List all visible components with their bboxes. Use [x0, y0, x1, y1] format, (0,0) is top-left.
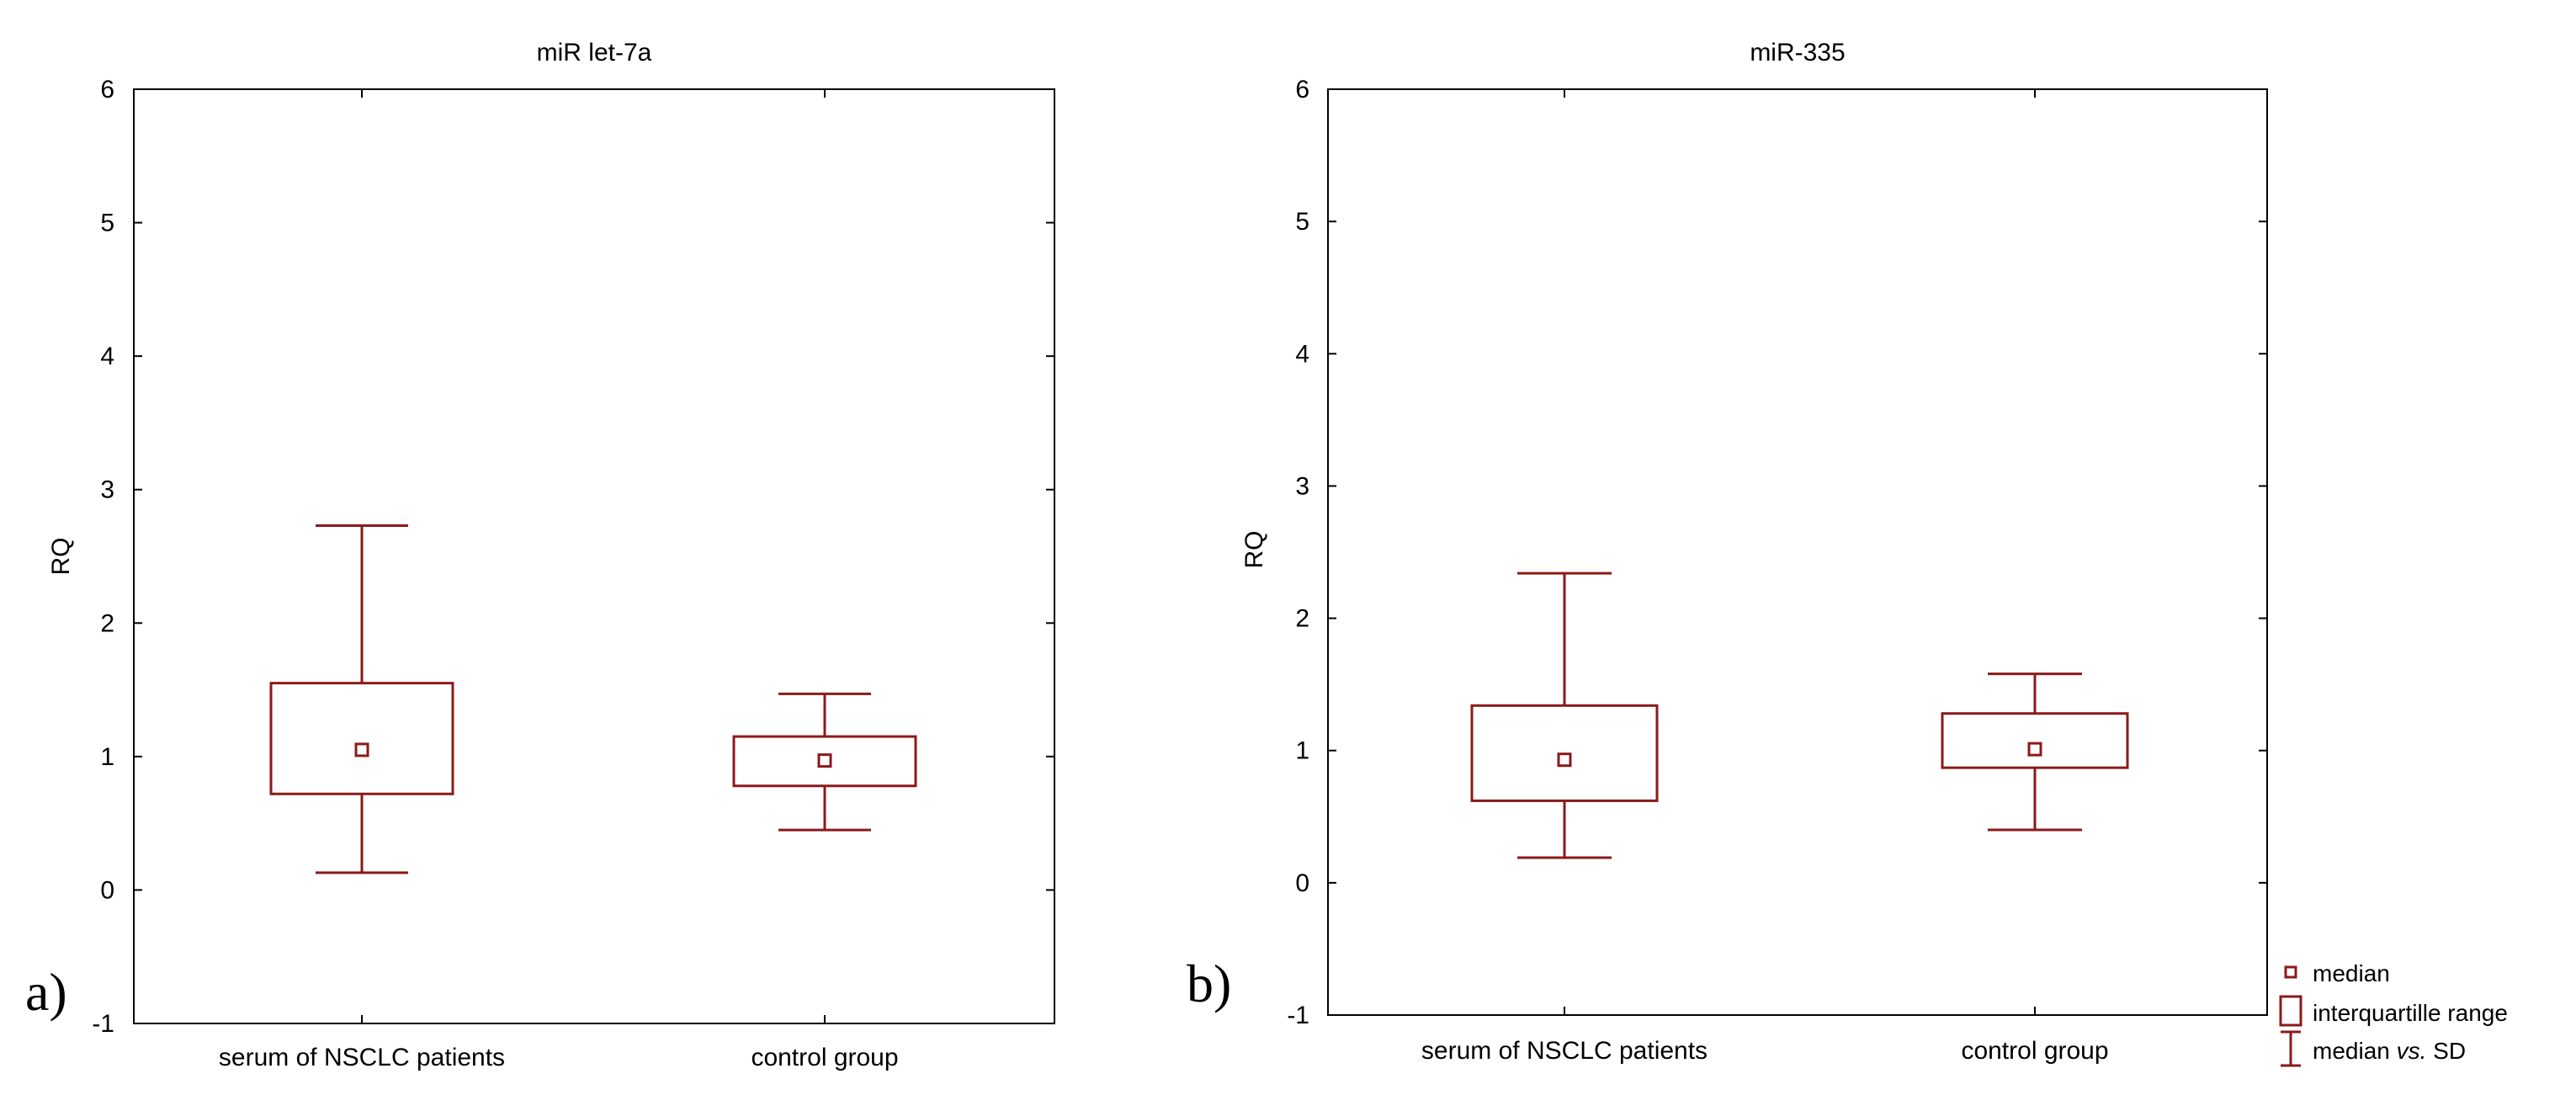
iqr-box	[1941, 712, 2129, 769]
y-tick-label: 5	[1295, 208, 1309, 236]
category-label: control group	[751, 1044, 898, 1071]
y-tick-label: -1	[1287, 1002, 1309, 1029]
y-tick-label: 3	[100, 476, 114, 504]
boxes-a	[269, 524, 917, 874]
chart-title-b: miR-335	[1750, 39, 1845, 66]
category-label: serum of NSCLC patients	[219, 1044, 505, 1071]
median-marker	[354, 742, 369, 758]
y-tick-label: 6	[1295, 76, 1309, 104]
legend-sd-italic: vs.	[2397, 1038, 2427, 1064]
panel-label-a: a)	[25, 962, 67, 1022]
legend-iqr-marker	[2279, 995, 2302, 1027]
boxes-b	[1470, 571, 2129, 859]
y-tick-label: 5	[100, 210, 114, 237]
box-plot-nsclc	[269, 524, 454, 874]
median-marker	[2027, 742, 2042, 757]
y-tick-label: 0	[100, 876, 114, 904]
y-axis-label-b: RQ	[1240, 531, 1268, 569]
y-tick-label: 3	[1295, 472, 1309, 500]
y-tick-label: 1	[100, 743, 114, 771]
iqr-box	[269, 682, 454, 795]
median-marker	[1557, 752, 1572, 768]
iqr-box	[1470, 704, 1659, 802]
legend-median-label: median	[2313, 960, 2390, 986]
y-tick-label: 4	[100, 343, 114, 370]
legend-sd-label: median vs. SD	[2313, 1038, 2466, 1064]
box-plot-control	[1941, 672, 2129, 832]
category-label: control group	[1961, 1037, 2108, 1065]
y-tick-label: 1	[1295, 737, 1309, 765]
y-tick-label: -1	[92, 1010, 114, 1038]
panel-a: miR let-7a RQ a) -1 0 1 2 3 4 5 6 serum of NSCLC…	[25, 39, 1055, 1071]
legend-sd-suffix: SD	[2426, 1038, 2466, 1064]
y-axis-label-a: RQ	[47, 538, 75, 576]
y-tick-label: 2	[100, 609, 114, 637]
y-tick-label: 4	[1295, 340, 1309, 368]
box-plot-control	[732, 692, 917, 832]
category-label: serum of NSCLC patients	[1421, 1037, 1708, 1065]
median-marker	[817, 753, 832, 768]
plot-frame-b	[1327, 88, 2268, 1016]
y-ticks-b: -1 0 1 2 3 4 5 6 serum of NSCLC patients control …	[1287, 76, 2267, 1065]
legend-sd-marker	[2281, 1030, 2301, 1067]
y-tick-label: 0	[1295, 869, 1309, 897]
y-tick-label: 6	[100, 76, 114, 104]
panel-label-b: b)	[1187, 954, 1231, 1013]
legend-sd-prefix: median	[2313, 1038, 2397, 1064]
panel-b: miR-335 RQ b) -1 0 1 2 3 4 5 6 serum of NSCLC pa…	[1187, 39, 2268, 1065]
y-ticks-a: -1 0 1 2 3 4 5 6 serum of NSCLC patients control …	[92, 76, 1054, 1071]
legend: median interquartille range median vs. S…	[2279, 960, 2508, 1067]
box-plot-nsclc	[1470, 571, 1659, 859]
plot-frame-a	[133, 88, 1055, 1024]
y-tick-label: 2	[1295, 605, 1309, 633]
legend-median-marker	[2284, 965, 2297, 979]
legend-iqr-label: interquartille range	[2313, 1000, 2508, 1026]
chart-title-a: miR let-7a	[537, 39, 652, 66]
